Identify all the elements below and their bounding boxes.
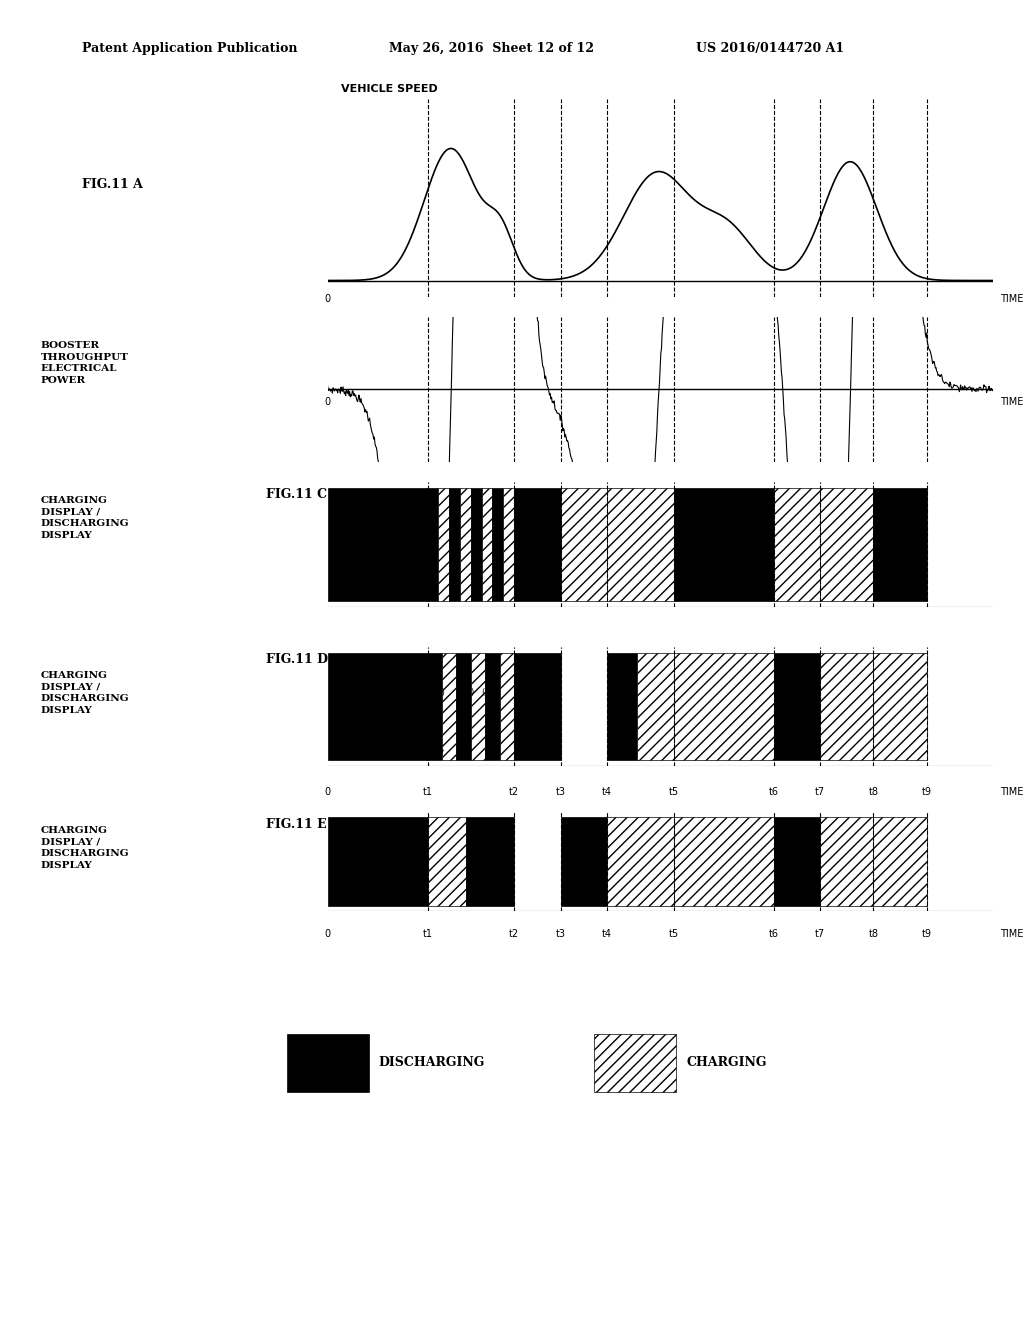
Text: BOOSTER
THROUGHPUT
ELECTRICAL
POWER: BOOSTER THROUGHPUT ELECTRICAL POWER bbox=[41, 341, 129, 385]
Text: t7: t7 bbox=[815, 929, 825, 939]
Text: TIME: TIME bbox=[999, 787, 1023, 797]
Bar bbox=[428, 817, 467, 906]
Text: TIME: TIME bbox=[999, 929, 1023, 939]
Text: (iii): (iii) bbox=[481, 688, 495, 697]
Text: t2: t2 bbox=[509, 787, 519, 797]
Text: t4: t4 bbox=[602, 787, 612, 797]
Bar bbox=[457, 652, 471, 759]
Bar bbox=[774, 652, 820, 759]
Bar bbox=[873, 817, 927, 906]
Text: t5: t5 bbox=[669, 929, 679, 939]
Text: DISCHARGING: DISCHARGING bbox=[379, 1056, 485, 1069]
Text: t1: t1 bbox=[423, 929, 432, 939]
Bar bbox=[820, 652, 873, 759]
Bar bbox=[493, 488, 503, 601]
Text: CHARGING: CHARGING bbox=[686, 1056, 767, 1069]
Text: 0: 0 bbox=[325, 397, 331, 408]
Bar bbox=[637, 652, 674, 759]
Text: t1: t1 bbox=[423, 787, 432, 797]
Bar bbox=[467, 817, 514, 906]
Bar bbox=[485, 652, 500, 759]
Bar bbox=[500, 652, 514, 759]
Text: FIG.11 C: FIG.11 C bbox=[266, 488, 328, 502]
Text: t6: t6 bbox=[769, 929, 778, 939]
Bar bbox=[674, 488, 774, 601]
Text: t3: t3 bbox=[556, 787, 565, 797]
Bar bbox=[481, 488, 493, 601]
Text: 0: 0 bbox=[325, 787, 331, 797]
Bar bbox=[328, 652, 428, 759]
Bar bbox=[774, 488, 820, 601]
Text: t8: t8 bbox=[868, 787, 879, 797]
Bar bbox=[674, 817, 774, 906]
Bar bbox=[471, 488, 481, 601]
Text: (i): (i) bbox=[436, 688, 445, 697]
Text: US 2016/0144720 A1: US 2016/0144720 A1 bbox=[696, 42, 845, 55]
Bar bbox=[561, 488, 607, 601]
Text: 0: 0 bbox=[325, 929, 331, 939]
Bar bbox=[873, 488, 927, 601]
Bar bbox=[471, 652, 485, 759]
Text: Patent Application Publication: Patent Application Publication bbox=[82, 42, 297, 55]
Text: (ii): (ii) bbox=[464, 688, 475, 697]
Bar bbox=[442, 652, 457, 759]
Text: t6: t6 bbox=[769, 787, 778, 797]
Bar bbox=[820, 817, 873, 906]
Text: May 26, 2016  Sheet 12 of 12: May 26, 2016 Sheet 12 of 12 bbox=[389, 42, 594, 55]
Bar bbox=[428, 652, 442, 759]
Bar bbox=[514, 488, 561, 601]
Bar bbox=[438, 488, 450, 601]
Bar bbox=[328, 817, 428, 906]
Bar bbox=[873, 652, 927, 759]
Text: FIG.11 A: FIG.11 A bbox=[82, 178, 142, 191]
Text: CHARGING
DISPLAY /
DISCHARGING
DISPLAY: CHARGING DISPLAY / DISCHARGING DISPLAY bbox=[41, 671, 130, 715]
Text: FIG.11 D: FIG.11 D bbox=[266, 653, 329, 667]
Text: TIME: TIME bbox=[999, 294, 1023, 304]
Text: CHARGING
DISPLAY /
DISCHARGING
DISPLAY: CHARGING DISPLAY / DISCHARGING DISPLAY bbox=[41, 496, 130, 540]
Bar bbox=[450, 488, 460, 601]
Bar bbox=[607, 488, 674, 601]
Bar bbox=[607, 817, 674, 906]
Text: t7: t7 bbox=[815, 787, 825, 797]
Bar bbox=[561, 817, 607, 906]
Bar bbox=[328, 488, 428, 601]
Text: t2: t2 bbox=[509, 929, 519, 939]
Bar bbox=[460, 488, 471, 601]
Text: t9: t9 bbox=[922, 929, 932, 939]
Bar bbox=[774, 817, 820, 906]
Bar bbox=[503, 488, 514, 601]
Bar bbox=[428, 488, 438, 601]
Text: FIG.11 E: FIG.11 E bbox=[266, 818, 327, 832]
Text: TIME: TIME bbox=[999, 397, 1023, 408]
Bar bbox=[607, 652, 637, 759]
Text: t5: t5 bbox=[669, 787, 679, 797]
Text: t9: t9 bbox=[922, 787, 932, 797]
Bar bbox=[820, 488, 873, 601]
Text: t8: t8 bbox=[868, 929, 879, 939]
Bar bbox=[514, 652, 561, 759]
Text: CHARGING
DISPLAY /
DISCHARGING
DISPLAY: CHARGING DISPLAY / DISCHARGING DISPLAY bbox=[41, 826, 130, 870]
Bar bbox=[674, 652, 774, 759]
Text: 0: 0 bbox=[325, 294, 331, 304]
Text: t3: t3 bbox=[556, 929, 565, 939]
Text: t4: t4 bbox=[602, 929, 612, 939]
Text: VEHICLE SPEED: VEHICLE SPEED bbox=[341, 84, 437, 94]
